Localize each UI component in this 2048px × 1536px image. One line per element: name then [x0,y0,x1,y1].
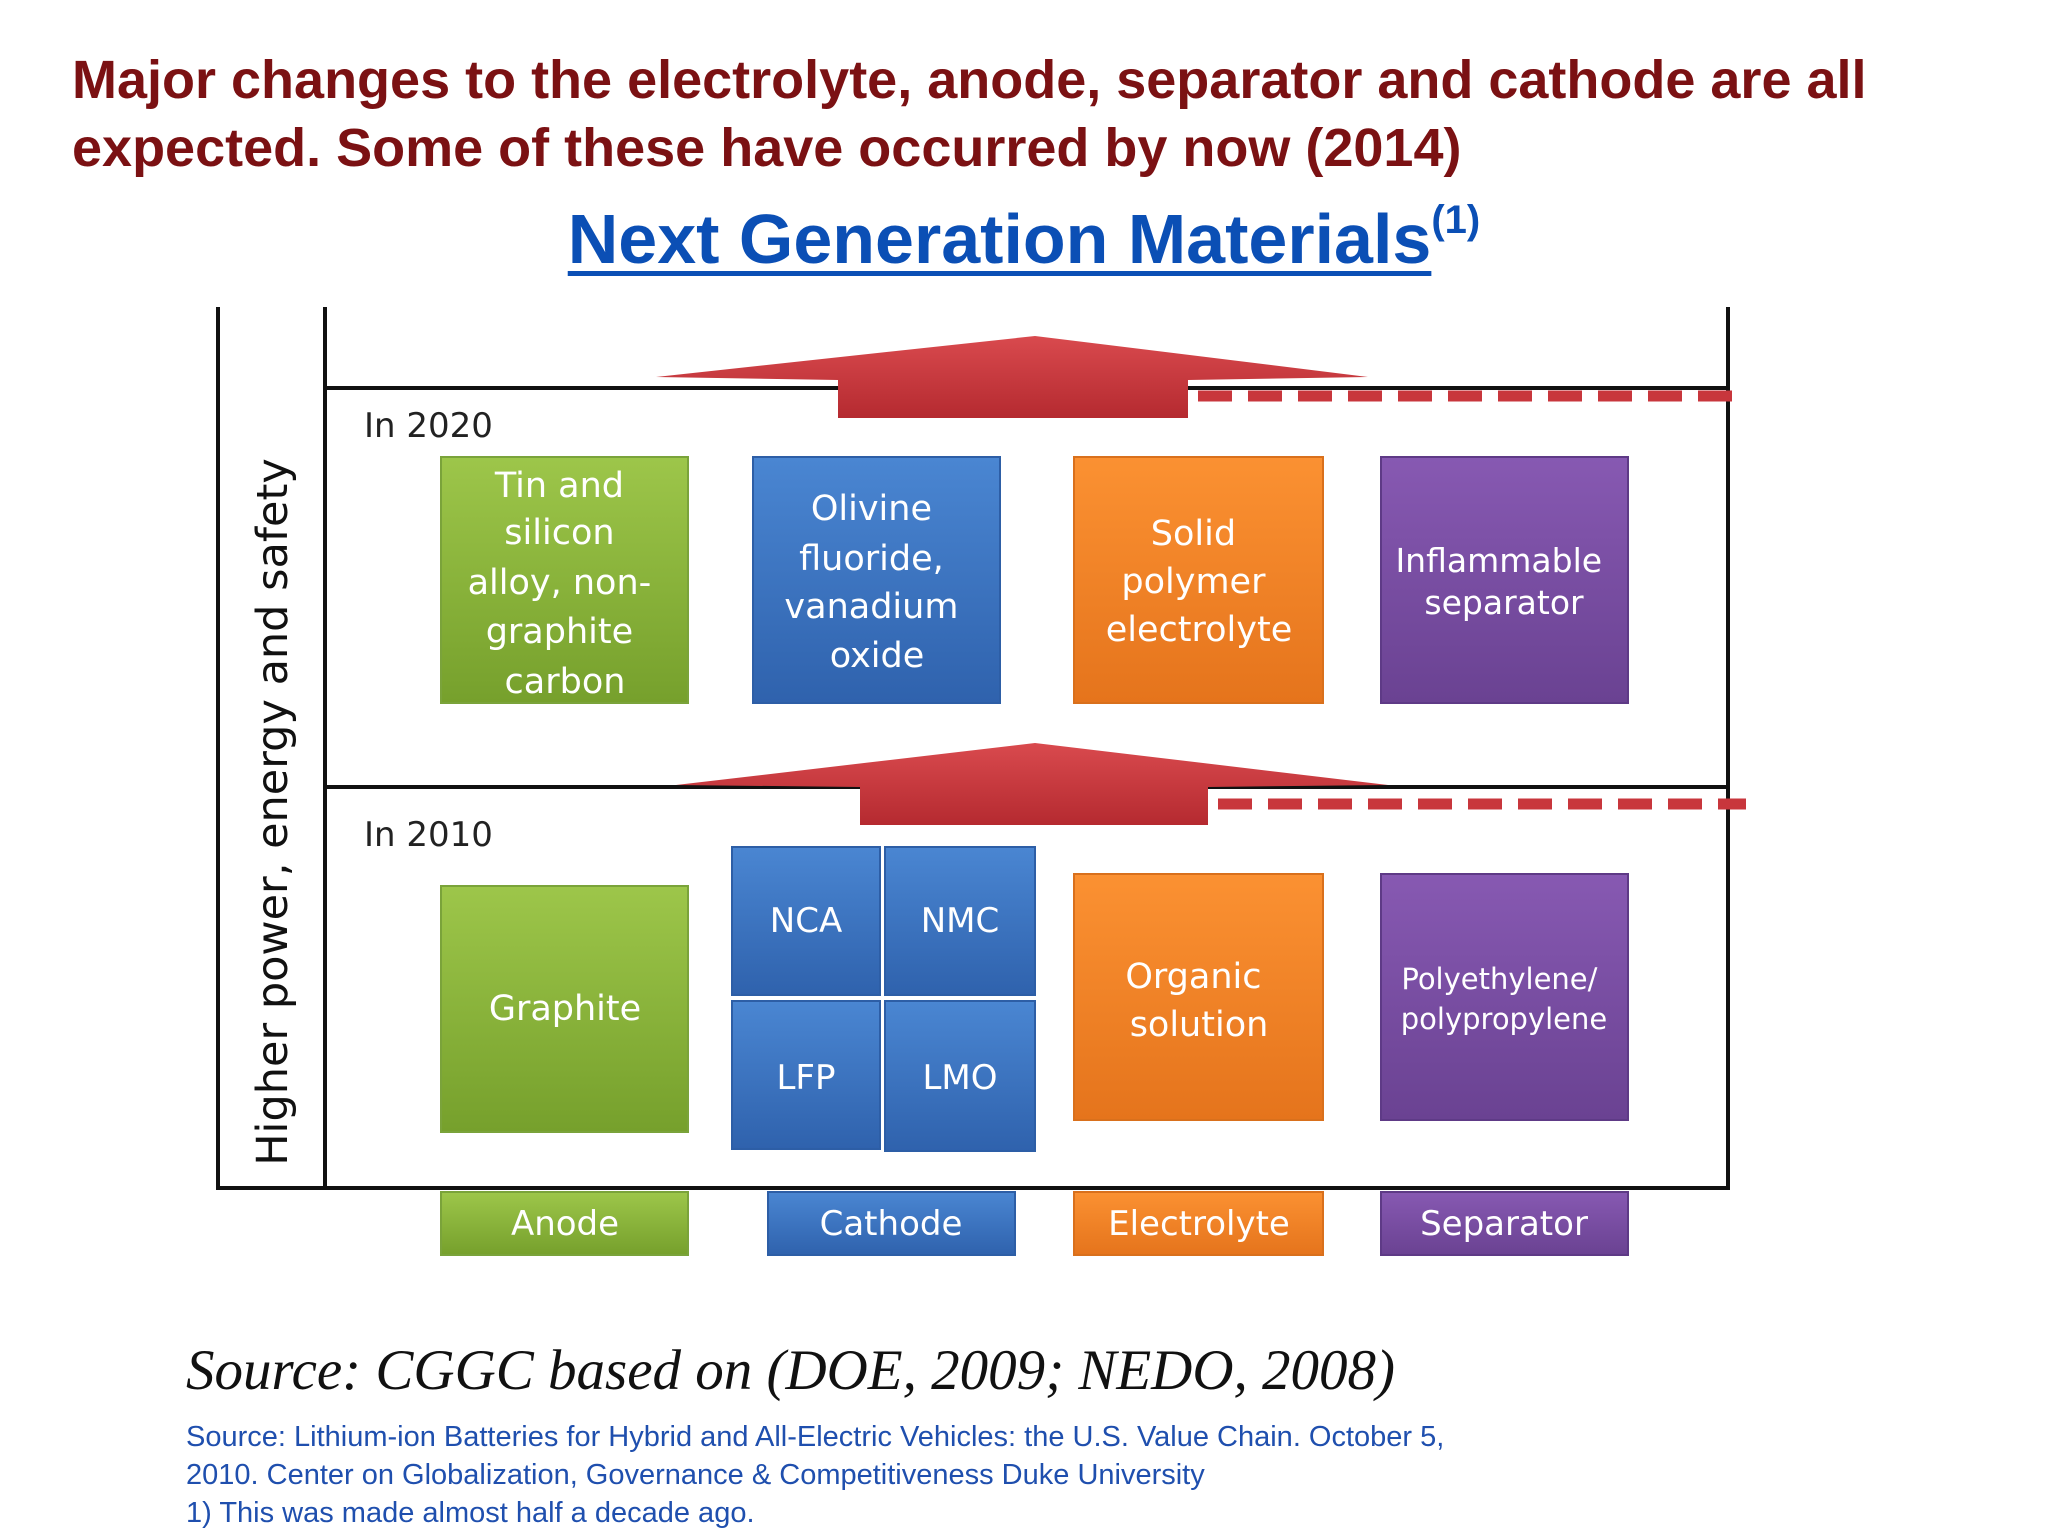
box-2020-separator-line: separator [1424,583,1584,622]
box-2020-anode-line: Tin and [494,466,624,506]
category-electrolyte-label: Electrolyte [1108,1204,1290,1244]
box-2020-electrolyte-line: polymer [1121,562,1266,602]
box-2020-electrolyte-line: Solid [1151,514,1236,554]
box-2020-electrolyte: Solid polymer electrolyte [1073,456,1324,704]
headline-line-1: Major changes to the electrolyte, anode,… [72,50,1867,110]
box-2010-anode: Graphite [440,885,689,1133]
box-2010-anode-text: Graphite [489,989,641,1029]
footnote-line-2: 2010. Center on Globalization, Governanc… [186,1459,1205,1491]
svg-text:Solid polymer elec: Solid polymer electrolyte [1106,514,1292,650]
box-2020-separator: Inflammable separator [1380,456,1629,704]
subtitle[interactable]: Next Generation Materials(1) [0,178,2048,281]
footnote: Source: Lithium-ion Batteries for Hybrid… [186,1418,1586,1532]
box-2010-separator-line: Polyethylene/ [1401,962,1597,996]
svg-text:Organic solution: Organic solution [1125,957,1272,1045]
category-anode: Anode [440,1191,689,1256]
footnote-line-1: Source: Lithium-ion Batteries for Hybrid… [186,1421,1445,1453]
category-cathode: Cathode [767,1191,1016,1256]
box-2020-separator-line: Inflammable [1395,541,1602,580]
diagram-source-caption: Source: CGGC based on (DOE, 2009; NEDO, … [186,1339,1395,1402]
category-separator: Separator [1380,1191,1629,1256]
upward-arrow-2010 [676,743,1388,825]
svg-text:Olivine fluoride,: Olivine fluoride, vanadium oxide [784,489,969,676]
box-2020-anode-line: carbon [505,662,626,702]
box-2020-cathode: Olivine fluoride, vanadium oxide [752,456,1001,704]
upward-arrow-2020 [656,336,1368,418]
box-2010-separator: Polyethylene/ polypropylene [1380,873,1629,1121]
box-2020-electrolyte-line: electrolyte [1106,610,1292,650]
cathode-cell-nmc [884,846,1036,996]
cathode-cell-lmo [884,1000,1036,1152]
svg-text:Tin and silicon al: Tin and silicon alloy, non- graphite car… [468,466,663,702]
cathode-cell-nca-text: NCA [770,901,842,941]
box-2010-electrolyte-line: solution [1130,1005,1269,1045]
box-2010-separator-line: polypropylene [1401,1002,1608,1036]
box-2010-electrolyte-line: Organic [1125,957,1261,997]
category-separator-label: Separator [1420,1204,1588,1244]
subtitle-link[interactable]: Next Generation Materials [567,200,1432,278]
svg-text:Polyethylene/ polypropyl: Polyethylene/ polypropylene [1401,962,1608,1036]
cathode-cell-lmo-text: LMO [922,1058,997,1098]
box-2020-cathode-line: fluoride, [799,539,944,579]
headline: Major changes to the electrolyte, anode,… [72,46,2012,182]
box-2020-anode-line: silicon [504,513,614,553]
box-2020-cathode-line: oxide [830,636,925,676]
box-2010-electrolyte: Organic solution [1073,873,1324,1121]
box-2010-cathode-grid: NCA NMC LFP LMO [731,846,1036,1152]
category-anode-label: Anode [511,1204,619,1244]
subtitle-footnote-marker: (1) [1431,198,1481,242]
box-2020-anode: Tin and silicon alloy, non- graphite car… [440,456,689,704]
footnote-line-3: 1) This was made almost half a decade ag… [186,1497,755,1529]
category-cathode-label: Cathode [820,1204,963,1244]
y-axis-label: Higher power, energy and safety [248,458,298,1166]
box-2020-cathode-line: vanadium [784,587,958,627]
tier-label-2020: In 2020 [364,406,493,446]
cathode-cell-lfp [731,1000,881,1150]
svg-text:Inflammable separator: Inflammable separator [1395,541,1612,622]
cathode-cell-lfp-text: LFP [776,1058,835,1098]
box-2020-anode-line: graphite [486,612,633,652]
tier-label-2010: In 2010 [364,815,493,855]
category-electrolyte: Electrolyte [1073,1191,1324,1256]
box-2020-cathode-line: Olivine [811,489,932,529]
box-2020-anode-line: alloy, non- [468,563,652,603]
cathode-cell-nmc-text: NMC [921,901,1000,941]
headline-line-2: expected. Some of these have occurred by… [72,118,1462,178]
cathode-cell-nca [731,846,881,996]
